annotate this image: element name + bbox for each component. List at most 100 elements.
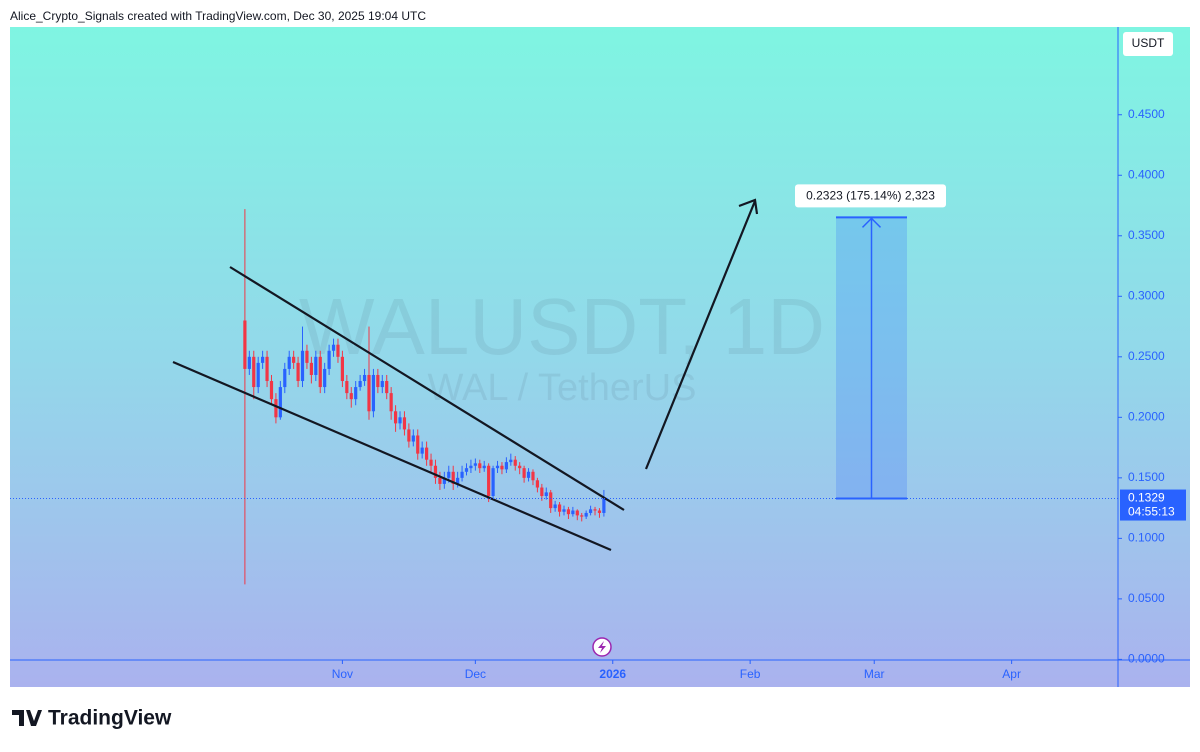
candle-body [509,459,513,463]
candle-body [425,447,429,460]
candle-body [553,504,557,509]
candle-body [340,356,344,382]
y-tick-label: 0.0000 [1128,652,1165,666]
candle-body [252,356,256,388]
candle-body [287,356,291,369]
candle-body [487,465,491,497]
candle-body [566,509,571,515]
x-tick-label: 2026 [599,667,626,681]
candle-body [274,399,278,418]
candle-body [362,374,367,382]
candle-body [495,465,500,469]
candle-body [464,468,469,472]
candle-body [247,356,251,369]
plot [243,209,606,585]
candle-body [256,362,260,388]
candle-body [309,362,313,375]
x-tick-label: Apr [1002,667,1021,681]
candle-body [562,509,566,512]
candle-body [420,447,424,454]
y-tick-label: 0.1500 [1128,470,1165,484]
last-price-box [1120,489,1186,521]
x-tick-label: Dec [465,667,486,681]
upper-trendline [229,266,625,511]
candle-body [438,477,442,484]
lower-trendline [172,360,612,552]
candle-body [407,429,411,442]
y-tick-label: 0.4500 [1128,107,1165,121]
y-tick-label: 0.3500 [1128,228,1165,242]
measure-label-box [795,184,946,208]
candle-body [584,512,588,517]
candle-body [549,492,553,509]
candle-body [323,368,327,388]
candle-body [473,463,477,466]
candle-body [504,462,508,470]
logo-mark [12,710,42,726]
candle-body [522,468,526,478]
watermark-symbol: WALUSDT, 1D [299,282,825,371]
candle-body [243,320,247,369]
candle-body [429,459,433,466]
y-tick-label: 0.4000 [1128,167,1165,181]
candle-body [345,381,349,394]
x-tick-label: Mar [864,667,885,681]
candle-body [261,356,265,363]
candle-body [518,465,522,469]
candle-body [296,362,300,382]
currency-box[interactable] [1123,32,1173,56]
candle-body [540,487,544,497]
candle-body [318,356,322,388]
last-price-label: 0.1329 [1128,491,1165,505]
candle-body [327,350,331,369]
arrow-line [644,200,757,470]
candle-body [433,465,438,478]
candle-body [571,510,575,515]
candle-body [491,468,495,497]
x-tick-label: Nov [332,667,353,681]
candle-body [447,471,451,478]
candle-body [482,465,486,469]
candle-body [389,393,393,412]
candle-body [416,435,420,454]
watermark-name: WAL / TetherUS [428,367,697,409]
chart-background [10,27,1190,687]
candle-body [478,463,482,469]
candle-body [557,504,562,512]
candle-body [269,381,274,400]
candle-body [380,381,384,388]
candle-body [283,368,287,388]
candle-body [535,480,540,488]
candle-body [398,417,402,424]
candle-body [265,356,269,382]
header: Alice_Crypto_Signals created with Tradin… [10,9,426,23]
candle-body [451,471,455,484]
y-tick-label: 0.2000 [1128,410,1165,424]
candle-body [411,435,415,442]
candle-body [500,465,504,470]
candle-body [393,411,398,424]
y-tick-label: 0.3000 [1128,288,1165,302]
candle-body [336,344,340,357]
candle-body [367,374,371,412]
candle-body [314,356,318,375]
candle-body [460,471,464,478]
candle-body [292,356,296,363]
currency-label: USDT [1132,36,1165,50]
candle-body [602,498,606,513]
candle-body [305,350,309,363]
candle-body [402,417,407,430]
candle-body [278,387,282,418]
candle-body [376,374,380,388]
candle-body [354,387,358,400]
candle-body [456,477,460,484]
candle-body [531,471,535,481]
arrow-head [738,198,759,215]
footer-logo: TradingView [12,707,172,730]
candle-body [331,344,336,351]
candle-body [349,393,353,400]
candle-body [513,459,517,466]
measure-arrow-head [861,217,882,228]
y-tick-label: 0.2500 [1128,349,1165,363]
